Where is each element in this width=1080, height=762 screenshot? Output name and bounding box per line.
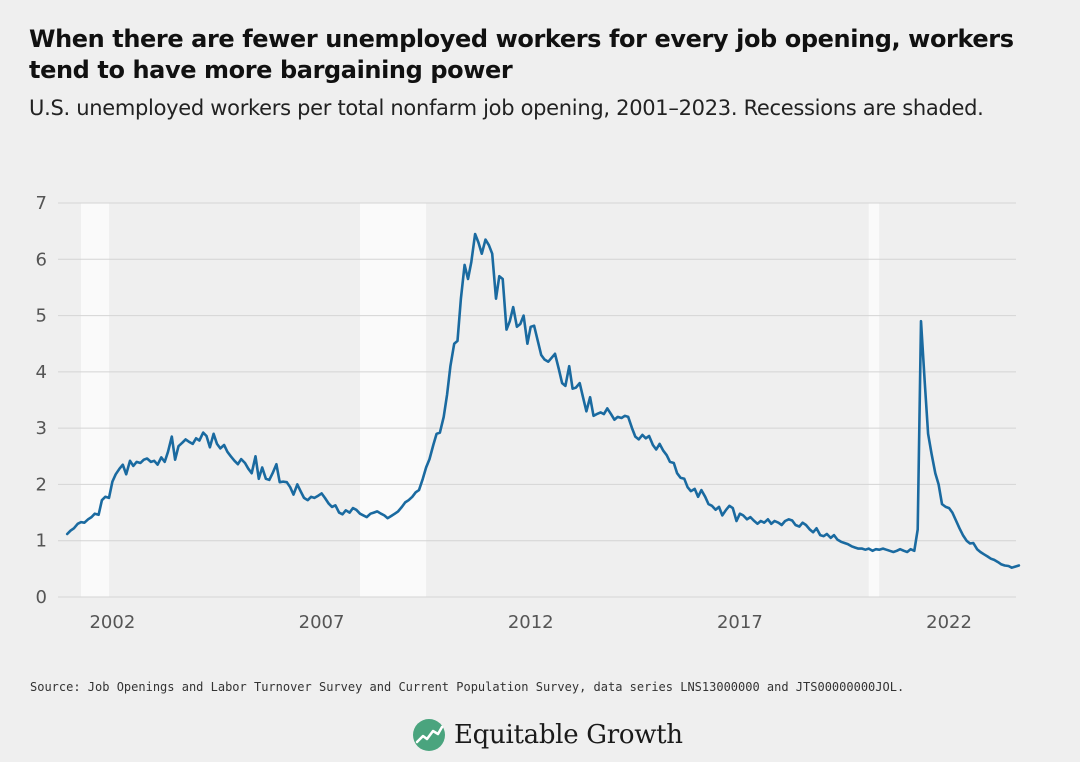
chart-subtitle: U.S. unemployed workers per total nonfar… [29, 96, 984, 120]
y-tick-label-0: 0 [36, 587, 47, 608]
equitable-growth-logo-icon [413, 719, 445, 751]
line-chart: 0 1 2 3 4 5 6 7 2002 2007 2012 2017 2022 [36, 193, 1021, 633]
y-tick-label-1: 1 [36, 531, 47, 552]
y-tick-label-7: 7 [36, 193, 47, 214]
recession-band-3 [868, 203, 880, 597]
series-line-1 [65, 232, 1021, 570]
x-tick-label-2007: 2007 [299, 612, 345, 633]
y-tick-label-6: 6 [36, 249, 47, 270]
y-tick-label-3: 3 [36, 418, 47, 439]
y-tick-label-4: 4 [36, 362, 47, 383]
recession-band-1 [81, 203, 110, 597]
y-tick-label-5: 5 [36, 306, 47, 327]
x-tick-label-2012: 2012 [508, 612, 554, 633]
x-tick-label-2002: 2002 [89, 612, 135, 633]
equitable-growth-logo: Equitable Growth [412, 715, 683, 755]
chart-title: When there are fewer unemployed workers … [29, 25, 1014, 84]
source-note: Source: Job Openings and Labor Turnover … [30, 680, 905, 694]
x-tick-label-2017: 2017 [717, 612, 763, 633]
y-tick-label-2: 2 [36, 474, 47, 495]
logo-text: Equitable Growth [454, 720, 683, 750]
x-tick-label-2022: 2022 [926, 612, 972, 633]
recession-band-2 [360, 203, 427, 597]
